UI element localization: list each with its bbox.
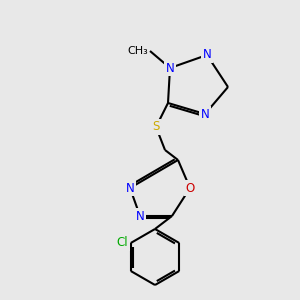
Text: N: N (201, 107, 209, 121)
Text: CH₃: CH₃ (127, 46, 148, 56)
Text: S: S (152, 121, 160, 134)
Text: N: N (202, 49, 211, 62)
Text: N: N (126, 182, 134, 194)
Text: Cl: Cl (116, 236, 128, 250)
Text: N: N (136, 209, 144, 223)
Text: N: N (166, 61, 174, 74)
Text: O: O (185, 182, 195, 194)
